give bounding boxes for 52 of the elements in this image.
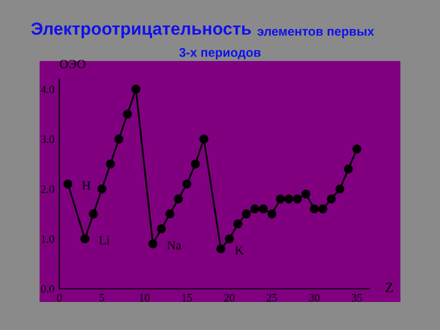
point xyxy=(122,110,132,119)
point xyxy=(182,179,192,188)
annotation: Li xyxy=(99,236,110,244)
point xyxy=(326,194,336,204)
x-tick-label: 0 xyxy=(57,294,62,302)
point xyxy=(224,234,234,244)
point xyxy=(344,164,353,174)
point xyxy=(242,209,251,218)
point xyxy=(267,209,276,218)
x-tick-label: 25 xyxy=(266,294,277,302)
chart-title: Электроотрицательность xyxy=(31,22,251,38)
y-tick-label: 4.0 xyxy=(40,86,54,94)
y-axis-title: ОЭО xyxy=(60,60,86,68)
point xyxy=(284,194,294,204)
point xyxy=(310,204,319,214)
annotation: H xyxy=(82,181,90,190)
annotation: Na xyxy=(167,241,182,250)
x-tick-label: 10 xyxy=(140,294,150,302)
point xyxy=(216,244,226,254)
point xyxy=(97,184,106,194)
point xyxy=(335,184,344,194)
point xyxy=(80,234,90,244)
point xyxy=(190,160,200,169)
point xyxy=(131,84,140,94)
point xyxy=(156,224,166,234)
x-tick-label: 5 xyxy=(100,294,104,302)
y-tick-label: 3.0 xyxy=(41,136,54,144)
x-tick-label: 20 xyxy=(224,294,235,302)
point xyxy=(233,219,242,228)
y-tick-label: 1.0 xyxy=(42,235,54,243)
point xyxy=(106,160,115,169)
point xyxy=(301,189,310,198)
point xyxy=(292,194,302,204)
point xyxy=(258,204,268,214)
y-tick-label: 0.0 xyxy=(41,285,54,293)
point xyxy=(276,194,285,204)
point xyxy=(318,204,328,214)
x-tick-label: 30 xyxy=(309,294,320,302)
point xyxy=(114,134,124,144)
x-axis-title: Z xyxy=(386,282,393,292)
point xyxy=(174,194,183,204)
point xyxy=(63,179,72,188)
point xyxy=(199,134,208,144)
y-tick-label: 2.0 xyxy=(41,185,54,193)
annotation: K xyxy=(235,246,244,254)
x-tick-label: 15 xyxy=(182,294,192,302)
x-tick-label: 35 xyxy=(352,294,362,302)
point xyxy=(165,209,174,218)
point xyxy=(148,239,158,248)
point xyxy=(88,209,98,218)
point xyxy=(352,144,362,154)
point xyxy=(250,204,260,214)
